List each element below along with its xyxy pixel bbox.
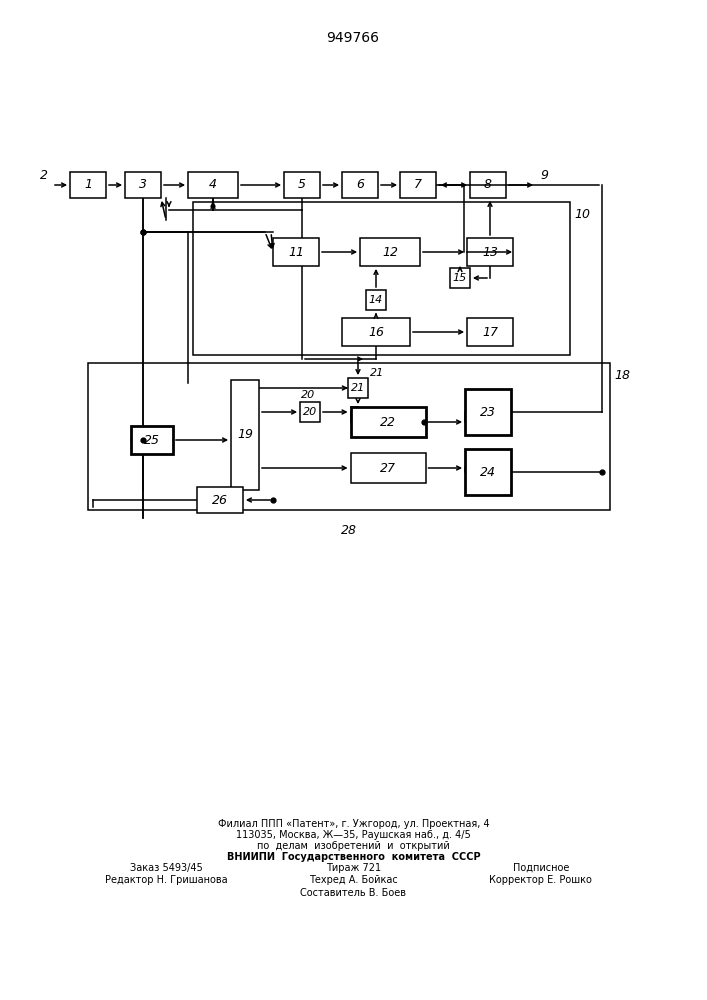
Bar — [70, 172, 106, 198]
Bar — [348, 378, 368, 398]
Text: 18: 18 — [614, 369, 630, 382]
Bar — [342, 318, 410, 346]
Bar — [465, 449, 511, 495]
Text: Тираж 721: Тираж 721 — [326, 863, 381, 873]
Text: 2: 2 — [40, 169, 48, 182]
Text: Корректор Е. Рошко: Корректор Е. Рошко — [489, 875, 592, 885]
Text: 1: 1 — [84, 178, 92, 192]
Text: 28: 28 — [341, 524, 357, 537]
Text: 10: 10 — [574, 208, 590, 221]
Text: ВНИИПИ  Государственного  комитета  СССР: ВНИИПИ Государственного комитета СССР — [227, 852, 480, 862]
Text: Редактор Н. Гришанова: Редактор Н. Гришанова — [105, 875, 228, 885]
Text: 113035, Москва, Ж—35, Раушская наб., д. 4/5: 113035, Москва, Ж—35, Раушская наб., д. … — [236, 830, 471, 840]
Bar — [360, 238, 420, 266]
Text: 6: 6 — [356, 178, 364, 192]
Text: 9: 9 — [540, 169, 548, 182]
Text: 25: 25 — [144, 434, 160, 446]
Bar — [284, 172, 320, 198]
Bar — [197, 487, 243, 513]
Bar — [351, 407, 426, 437]
Text: 7: 7 — [414, 178, 422, 192]
Bar — [450, 268, 470, 288]
Bar — [131, 426, 173, 454]
Bar — [193, 202, 570, 355]
Text: 4: 4 — [209, 178, 217, 192]
Text: 949766: 949766 — [327, 31, 380, 45]
Bar — [273, 238, 319, 266]
Text: 19: 19 — [237, 428, 253, 442]
Text: 20: 20 — [303, 407, 317, 417]
Text: Техред А. Бойкас: Техред А. Бойкас — [309, 875, 398, 885]
Text: 11: 11 — [288, 245, 304, 258]
Text: Филиал ППП «Патент», г. Ужгород, ул. Проектная, 4: Филиал ППП «Патент», г. Ужгород, ул. Про… — [218, 819, 489, 829]
Bar — [351, 453, 426, 483]
Text: 27: 27 — [380, 462, 396, 475]
Bar — [188, 172, 238, 198]
Text: 12: 12 — [382, 245, 398, 258]
Text: по  делам  изобретений  и  открытий: по делам изобретений и открытий — [257, 841, 450, 851]
Text: 22: 22 — [380, 416, 396, 428]
Bar — [366, 290, 386, 310]
Text: 21: 21 — [370, 368, 384, 378]
Text: Подписное: Подписное — [513, 863, 569, 873]
Text: 15: 15 — [453, 273, 467, 283]
Text: 3: 3 — [139, 178, 147, 192]
Bar — [300, 402, 320, 422]
Bar — [231, 380, 259, 490]
Text: 23: 23 — [480, 406, 496, 418]
Text: 14: 14 — [369, 295, 383, 305]
Text: 5: 5 — [298, 178, 306, 192]
Text: 24: 24 — [480, 466, 496, 479]
Text: 16: 16 — [368, 326, 384, 338]
Text: 13: 13 — [482, 245, 498, 258]
Text: 17: 17 — [482, 326, 498, 338]
Bar — [88, 363, 610, 510]
Text: Составитель В. Боев: Составитель В. Боев — [300, 888, 407, 898]
Bar — [342, 172, 378, 198]
Bar — [125, 172, 161, 198]
Bar — [467, 318, 513, 346]
Text: 8: 8 — [484, 178, 492, 192]
Bar — [465, 389, 511, 435]
Text: Заказ 5493/45: Заказ 5493/45 — [130, 863, 202, 873]
Bar — [400, 172, 436, 198]
Text: 21: 21 — [351, 383, 365, 393]
Bar — [470, 172, 506, 198]
Text: 20: 20 — [301, 390, 315, 400]
Text: 26: 26 — [212, 493, 228, 506]
Bar — [467, 238, 513, 266]
